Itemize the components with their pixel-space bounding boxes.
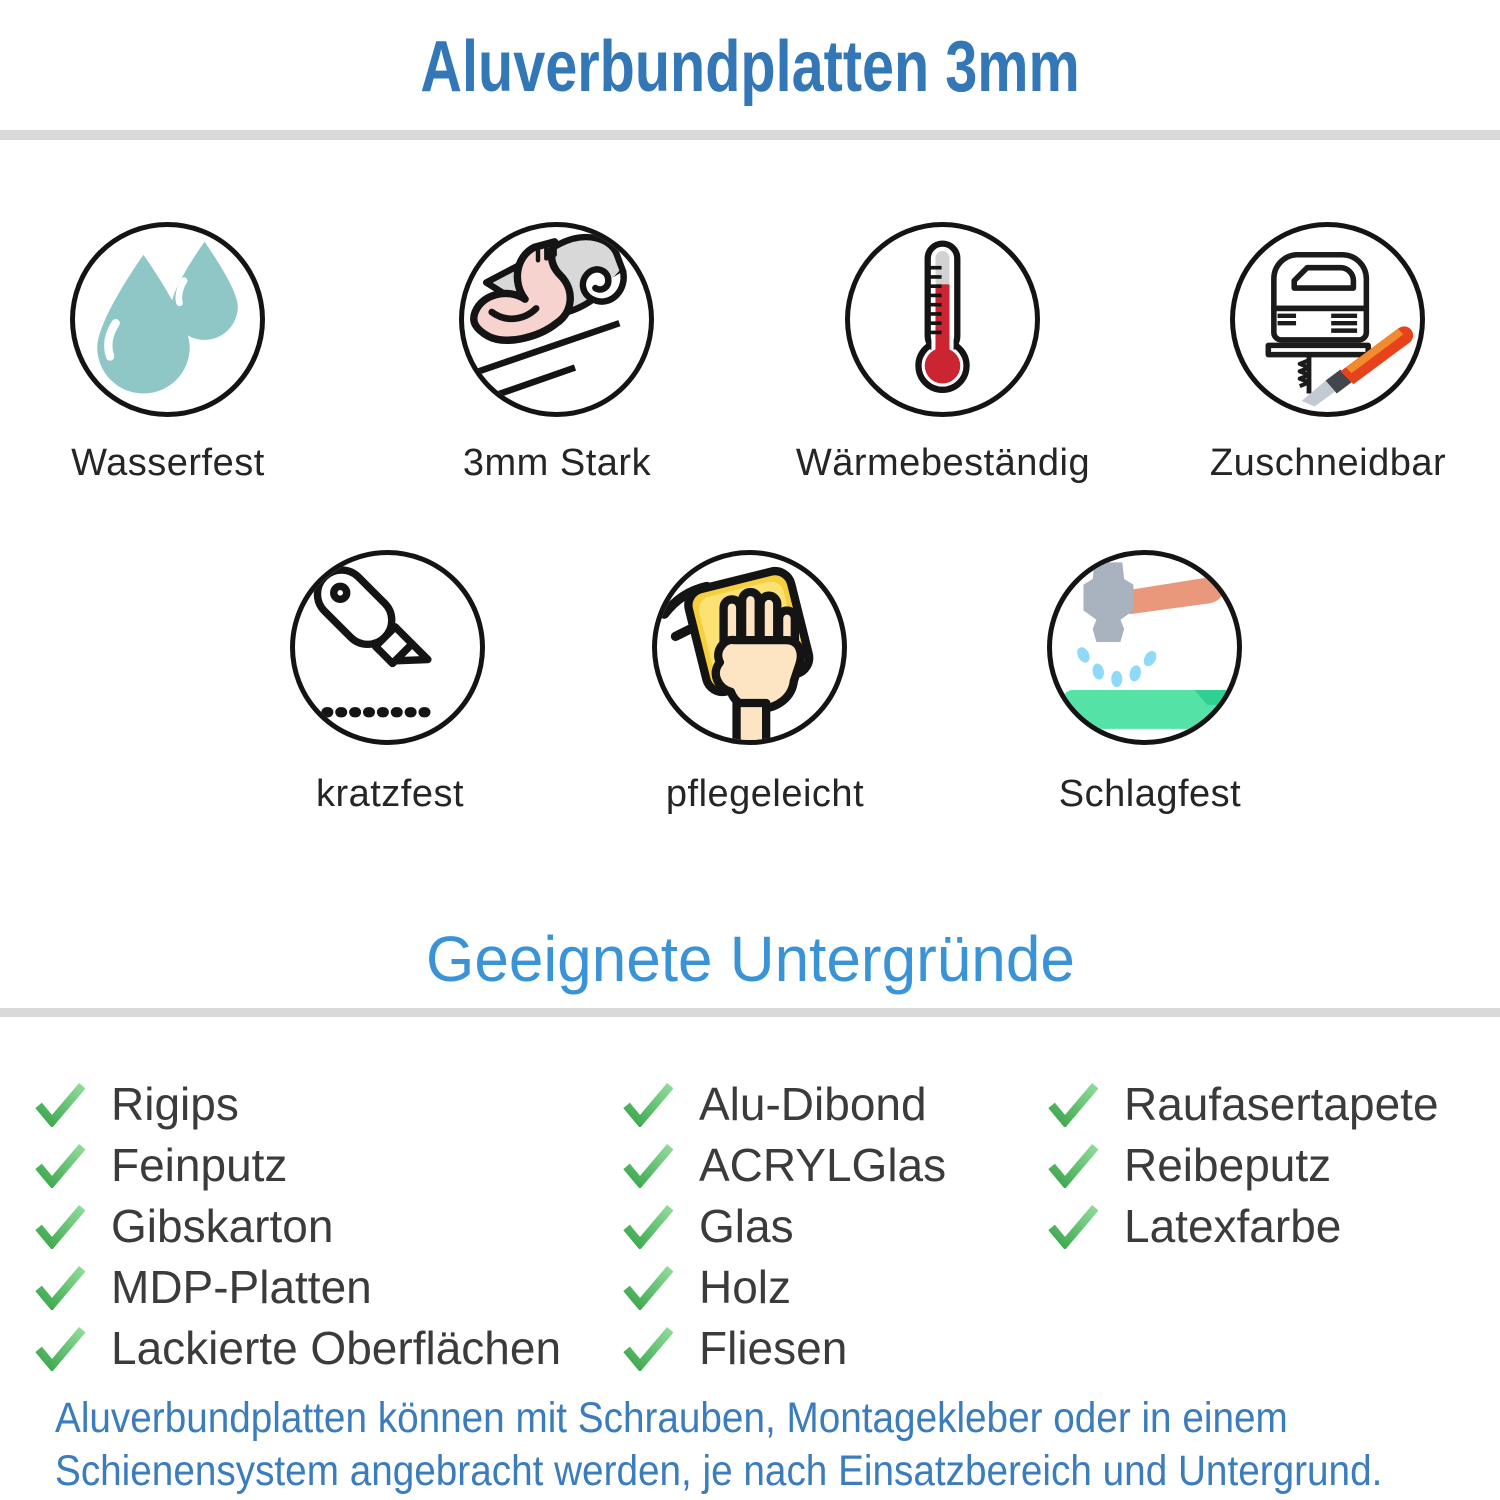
feature-circle-kratzfest [290, 550, 485, 745]
substrate-item: Gibskarton [35, 1200, 333, 1252]
jigsaw-and-knife-icon [1265, 251, 1414, 407]
substrate-label: Alu-Dibond [699, 1078, 927, 1130]
mounting-note-line2: Schienensystem angebracht werden, je nac… [55, 1447, 1383, 1495]
feature-circle-wasserfest [70, 222, 265, 417]
thermometer-icon [915, 240, 970, 393]
check-icon [623, 1204, 673, 1249]
feature-circle-3mm-stark [459, 222, 654, 417]
feature-label-waermebestaendig: Wärmebeständig [795, 442, 1091, 484]
substrate-label: Reibeputz [1124, 1139, 1332, 1191]
feature-label-3mm-stark: 3mm Stark [462, 442, 652, 484]
substrate-item: Latexfarbe [1048, 1200, 1341, 1252]
substrate-item: Reibeputz [1048, 1139, 1331, 1191]
feature-circle-pflegeleicht [652, 550, 847, 745]
mounting-note-line1: Aluverbundplatten können mit Schrauben, … [55, 1394, 1288, 1442]
section-title: Geeignete Untergründe [0, 922, 1500, 996]
substrate-item: Holz [623, 1261, 791, 1313]
check-icon [35, 1204, 85, 1249]
water-drops-icon [97, 241, 238, 394]
feature-label-wasserfest: Wasserfest [71, 442, 265, 484]
feature-circle-zuschneidbar [1230, 222, 1425, 417]
substrate-item: Glas [623, 1200, 794, 1252]
check-icon [1048, 1082, 1098, 1127]
substrate-item: MDP-Platten [35, 1261, 372, 1313]
substrate-label: ACRYLGlas [699, 1139, 947, 1191]
check-icon [1048, 1143, 1098, 1188]
check-icon [623, 1082, 673, 1127]
feature-circle-schlagfest [1047, 550, 1242, 745]
substrate-label: Rigips [111, 1078, 239, 1130]
feature-circle-waermebestaendig [845, 222, 1040, 417]
substrate-item: Alu-Dibond [623, 1078, 927, 1130]
substrate-label: Latexfarbe [1124, 1200, 1342, 1252]
substrate-label: Raufasertapete [1124, 1078, 1439, 1130]
hammer-on-surface-icon [1063, 562, 1226, 729]
page-title-text: Aluverbundplatten 3mm [420, 27, 1080, 107]
page-title: Aluverbundplatten 3mm [0, 30, 1500, 104]
check-icon [623, 1265, 673, 1310]
hand-wiping-cloth-icon [659, 566, 814, 740]
feature-label-kratzfest: kratzfest [315, 773, 465, 815]
check-icon [35, 1082, 85, 1127]
substrate-item: Fliesen [623, 1322, 847, 1374]
substrate-label: Lackierte Oberflächen [111, 1322, 562, 1374]
substrate-item: ACRYLGlas [623, 1139, 946, 1191]
substrate-item: Raufasertapete [1048, 1078, 1439, 1130]
feature-label-zuschneidbar: Zuschneidbar [1209, 442, 1447, 484]
section-title-text: Geeignete Untergründe [425, 923, 1075, 995]
substrate-item: Feinputz [35, 1139, 287, 1191]
utility-knife-icon [313, 566, 436, 718]
substrate-item: Rigips [35, 1078, 239, 1130]
muscle-arm-panel-icon [470, 233, 627, 401]
mounting-note: Aluverbundplatten können mit Schrauben, … [55, 1392, 1500, 1498]
substrate-label: Holz [699, 1261, 792, 1313]
substrate-label: Glas [699, 1200, 794, 1252]
divider-middle [0, 1008, 1500, 1017]
substrate-label: Gibskarton [111, 1200, 334, 1252]
check-icon [623, 1143, 673, 1188]
substrate-label: Fliesen [699, 1322, 848, 1374]
check-icon [35, 1265, 85, 1310]
check-icon [623, 1326, 673, 1371]
substrate-label: MDP-Platten [111, 1261, 372, 1313]
check-icon [35, 1143, 85, 1188]
feature-label-schlagfest: Schlagfest [1058, 773, 1242, 815]
substrate-item: Lackierte Oberflächen [35, 1322, 561, 1374]
divider-top [0, 130, 1500, 140]
check-icon [35, 1326, 85, 1371]
feature-label-pflegeleicht: pflegeleicht [665, 773, 865, 815]
check-icon [1048, 1204, 1098, 1249]
substrate-label: Feinputz [111, 1139, 288, 1191]
